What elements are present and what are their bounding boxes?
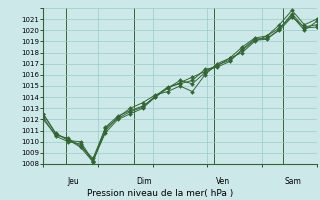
Text: Ven: Ven [216,177,230,186]
Text: Pression niveau de la mer( hPa ): Pression niveau de la mer( hPa ) [87,189,233,198]
Text: Dim: Dim [136,177,151,186]
Text: Jeu: Jeu [68,177,79,186]
Text: Sam: Sam [284,177,301,186]
